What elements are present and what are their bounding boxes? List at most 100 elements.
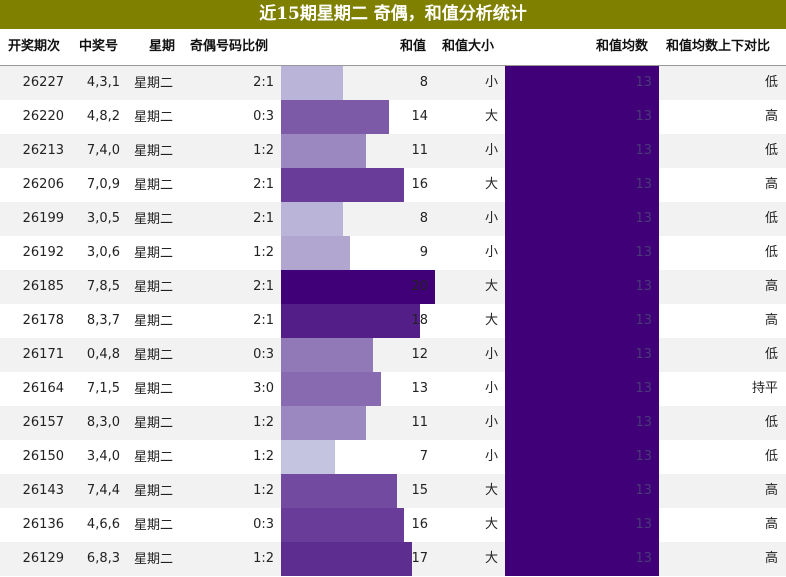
numbers-cell: 8,3,7 (86, 313, 120, 328)
sum-value-label: 17 (411, 551, 428, 566)
chart-title: 近15期星期二 奇偶，和值分析统计 (0, 0, 786, 29)
header-size: 和值大小 (442, 39, 495, 54)
ratio-cell: 1:2 (253, 415, 274, 430)
avg-value-label: 13 (635, 551, 652, 566)
numbers-cell: 3,0,6 (86, 245, 120, 260)
numbers-cell: 7,0,9 (86, 177, 120, 192)
avg-value-label: 13 (635, 381, 652, 396)
avg-value-label: 13 (635, 415, 652, 430)
issue-cell: 26220 (22, 109, 64, 124)
issue-cell: 26171 (22, 347, 64, 362)
sum-value-label: 16 (411, 177, 428, 192)
avg-value-label: 13 (635, 177, 652, 192)
numbers-cell: 4,8,2 (86, 109, 120, 124)
issue-cell: 26206 (22, 177, 64, 192)
ratio-cell: 1:2 (253, 483, 274, 498)
avg-bar (505, 202, 659, 236)
avg-value-label: 13 (635, 279, 652, 294)
size-cell: 大 (484, 313, 498, 328)
table-row: 26129 6,8,3 星期二 1:2 17 大 13 高 (0, 542, 786, 576)
ratio-cell: 1:2 (253, 551, 274, 566)
weekday-cell: 星期二 (134, 76, 174, 91)
sum-value-label: 12 (411, 347, 428, 362)
size-cell: 大 (484, 109, 498, 124)
avg-value-label: 13 (635, 143, 652, 158)
data-table-body: 26227 4,3,1 星期二 2:1 8 小 13 低 26220 4,8,2 星期二 0:3 14 大… (0, 66, 786, 576)
avg-value-label: 13 (635, 517, 652, 532)
ratio-cell: 2:1 (253, 279, 274, 294)
weekday-cell: 星期二 (134, 314, 174, 329)
compare-cell: 持平 (751, 381, 778, 396)
table-header: 开奖期次 中奖号 星期 奇偶号码比例 和值 和值大小 和值均数 和值均数上下对比 (0, 29, 786, 66)
issue-cell: 26192 (22, 245, 64, 260)
size-cell: 大 (484, 483, 498, 498)
weekday-cell: 星期二 (134, 110, 174, 125)
numbers-cell: 8,3,0 (86, 415, 120, 430)
table-row: 26199 3,0,5 星期二 2:1 8 小 13 低 (0, 202, 786, 236)
ratio-cell: 2:1 (253, 211, 274, 226)
issue-cell: 26178 (22, 313, 64, 328)
sum-bar (281, 542, 412, 576)
sum-value-label: 16 (411, 517, 428, 532)
numbers-cell: 4,6,6 (86, 517, 120, 532)
table-row: 26150 3,4,0 星期二 1:2 7 小 13 低 (0, 440, 786, 474)
sum-bar (281, 100, 389, 134)
avg-bar (505, 304, 659, 338)
table-row: 26178 8,3,7 星期二 2:1 18 大 13 高 (0, 304, 786, 338)
issue-cell: 26213 (22, 143, 64, 158)
size-cell: 小 (484, 75, 498, 90)
table-row: 26206 7,0,9 星期二 2:1 16 大 13 高 (0, 168, 786, 202)
sum-bar (281, 236, 351, 270)
sum-bar (281, 270, 435, 304)
numbers-cell: 7,8,5 (86, 279, 120, 294)
numbers-cell: 3,0,5 (86, 211, 120, 226)
avg-value-label: 13 (635, 211, 652, 226)
table-row: 26213 7,4,0 星期二 1:2 11 小 13 低 (0, 134, 786, 168)
sum-bar (281, 66, 343, 100)
issue-cell: 26143 (22, 483, 64, 498)
issue-cell: 26136 (22, 517, 64, 532)
compare-cell: 低 (764, 245, 778, 260)
sum-bar (281, 304, 420, 338)
issue-cell: 26129 (22, 551, 64, 566)
avg-value-label: 13 (635, 245, 652, 260)
compare-cell: 低 (764, 75, 778, 90)
compare-cell: 高 (764, 279, 778, 294)
numbers-cell: 4,3,1 (86, 75, 120, 90)
ratio-cell: 0:3 (253, 109, 274, 124)
weekday-cell: 星期二 (134, 246, 174, 261)
ratio-cell: 1:2 (253, 245, 274, 260)
avg-value-label: 13 (635, 75, 652, 90)
avg-bar (505, 66, 659, 100)
numbers-cell: 3,4,0 (86, 449, 120, 464)
table-row: 26220 4,8,2 星期二 0:3 14 大 13 高 (0, 100, 786, 134)
sum-value-label: 9 (419, 245, 428, 260)
size-cell: 大 (484, 177, 498, 192)
issue-cell: 26164 (22, 381, 64, 396)
table-row: 26171 0,4,8 星期二 0:3 12 小 13 低 (0, 338, 786, 372)
issue-cell: 26157 (22, 415, 64, 430)
numbers-cell: 6,8,3 (86, 551, 120, 566)
sum-bar (281, 372, 382, 406)
ratio-cell: 2:1 (253, 75, 274, 90)
compare-cell: 低 (764, 143, 778, 158)
avg-bar (505, 474, 659, 508)
sum-value-label: 14 (411, 109, 428, 124)
sum-bar (281, 202, 343, 236)
sum-value-label: 20 (411, 279, 428, 294)
compare-cell: 高 (764, 177, 778, 192)
weekday-cell: 星期二 (134, 484, 174, 499)
size-cell: 大 (484, 279, 498, 294)
sum-value-label: 11 (411, 143, 428, 158)
sum-bar (281, 474, 397, 508)
numbers-cell: 0,4,8 (86, 347, 120, 362)
size-cell: 大 (484, 517, 498, 532)
size-cell: 小 (484, 211, 498, 226)
issue-cell: 26227 (22, 75, 64, 90)
header-sum: 和值 (400, 39, 427, 54)
compare-cell: 高 (764, 483, 778, 498)
weekday-cell: 星期二 (134, 416, 174, 431)
sum-bar (281, 508, 405, 542)
ratio-cell: 0:3 (253, 517, 274, 532)
table-row: 26157 8,3,0 星期二 1:2 11 小 13 低 (0, 406, 786, 440)
